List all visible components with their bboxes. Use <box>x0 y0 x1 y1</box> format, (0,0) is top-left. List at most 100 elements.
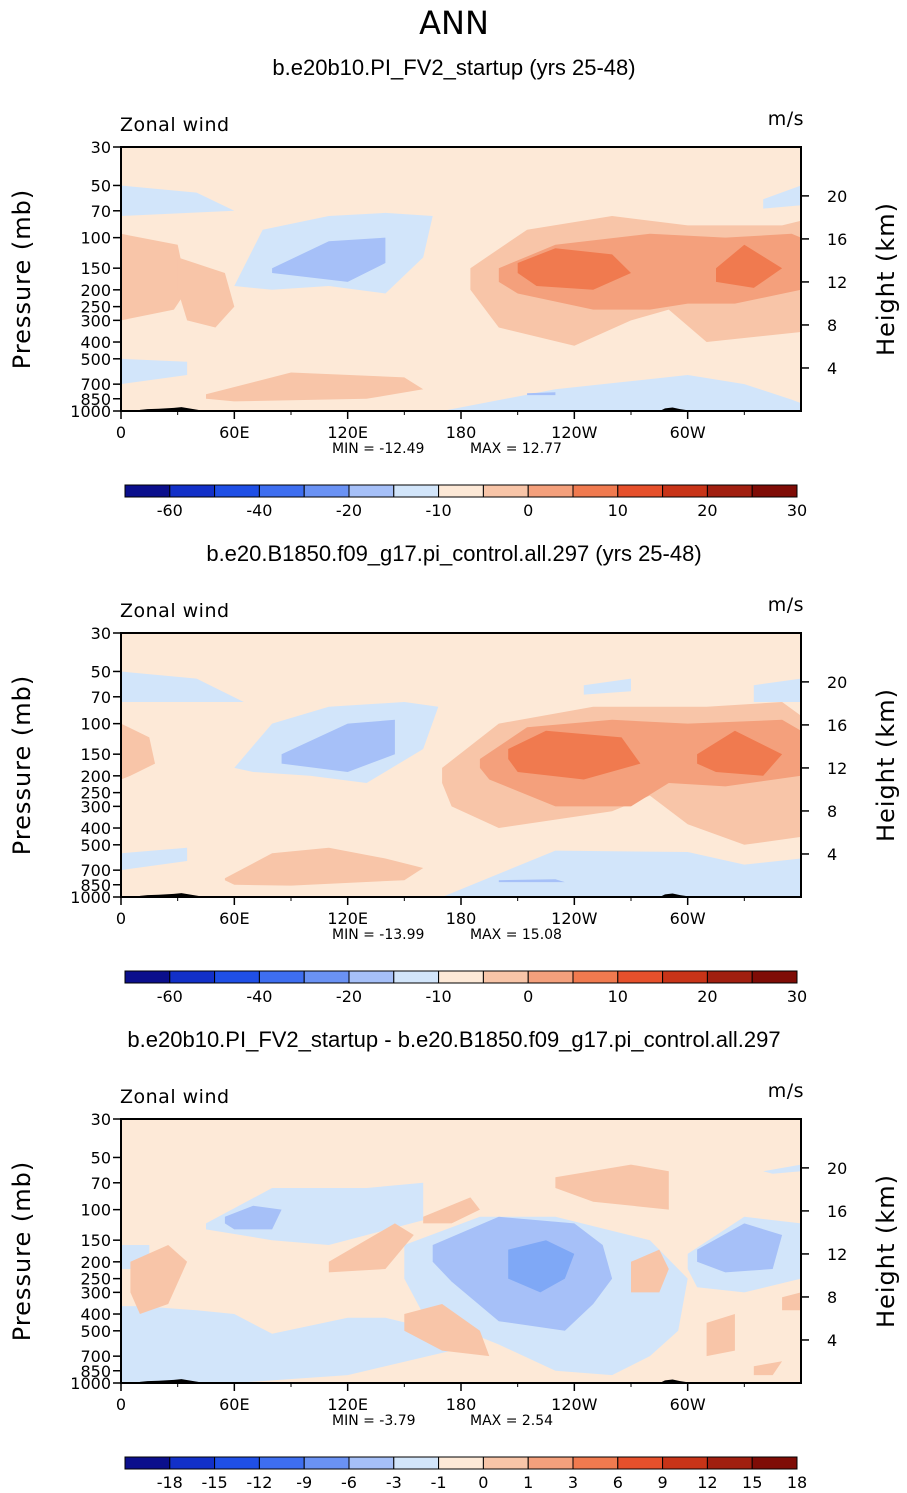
colorbar-label: -60 <box>157 987 183 1006</box>
colorbar-swatch <box>124 484 171 498</box>
colorbar-label: -40 <box>246 501 272 520</box>
height-tick-label: 20 <box>827 673 847 692</box>
colorbar-swatch <box>706 970 753 984</box>
colorbar-swatch <box>527 1456 574 1470</box>
variable-label: Zonal wind <box>120 600 230 622</box>
pressure-tick-label: 850 <box>80 390 111 409</box>
contour-region-pos1 <box>706 1314 735 1357</box>
pressure-tick-label: 400 <box>80 333 111 352</box>
pressure-tick-label: 70 <box>91 1174 111 1193</box>
height-tick-label: 4 <box>827 359 837 378</box>
pressure-tick-label: 30 <box>91 1110 111 1129</box>
height-tick-label: 8 <box>827 316 837 335</box>
contour-region-pos1 <box>130 1245 188 1314</box>
contour-fills <box>121 1164 801 1383</box>
colorbar-swatch <box>572 484 619 498</box>
colorbar-label: -10 <box>426 501 452 520</box>
colorbar-swatch <box>438 1456 484 1470</box>
longitude-tick-label: 60E <box>219 909 249 928</box>
contour-region-neg2 <box>498 879 565 883</box>
colorbar-label: 10 <box>608 501 628 520</box>
height-tick-label: 4 <box>827 845 837 864</box>
longitude-tick-label: 120W <box>551 909 598 928</box>
colorbar-swatch <box>572 1456 619 1470</box>
longitude-tick-label: 0 <box>116 1395 126 1414</box>
colorbar-label: 20 <box>697 501 717 520</box>
pressure-tick-label: 150 <box>80 259 111 278</box>
pressure-tick-label: 200 <box>80 281 111 300</box>
pressure-tick-label: 70 <box>91 688 111 707</box>
contour-region-pos1 <box>782 1292 801 1311</box>
colorbar-swatch <box>169 484 216 498</box>
colorbar-swatch <box>393 1456 440 1470</box>
pressure-tick-label: 700 <box>80 375 111 394</box>
height-tick-label: 16 <box>827 716 847 735</box>
pressure-tick-label: 300 <box>80 797 111 816</box>
colorbar-label: 6 <box>613 1473 623 1492</box>
max-value: MAX = 12.77 <box>470 441 562 457</box>
colorbar-swatch <box>214 970 260 984</box>
colorbar-swatch <box>169 970 216 984</box>
y-axis-title: Pressure (mb) <box>8 1161 36 1341</box>
y-axis-title: Pressure (mb) <box>8 189 36 369</box>
colorbar-swatch <box>482 970 529 984</box>
colorbar-swatch <box>751 970 798 984</box>
height-tick-label: 12 <box>827 1245 847 1264</box>
pressure-tick-label: 500 <box>80 1322 111 1341</box>
contour-region-pos1 <box>555 1164 669 1210</box>
colorbar-swatch <box>258 1456 305 1470</box>
colorbar-label: 0 <box>523 987 533 1006</box>
colorbar-label: 15 <box>742 1473 762 1492</box>
colorbar-swatch <box>303 484 350 498</box>
colorbar-swatch <box>214 484 260 498</box>
colorbar-swatch <box>617 484 664 498</box>
colorbar-label: -15 <box>202 1473 228 1492</box>
colorbar-swatch <box>348 970 395 984</box>
contour-region-neg1 <box>442 850 801 897</box>
longitude-tick-label: 60W <box>670 423 706 442</box>
pressure-tick-label: 850 <box>80 1362 111 1381</box>
min-value: MIN = -13.99 <box>332 927 424 943</box>
y-axis-title: Pressure (mb) <box>8 675 36 855</box>
contour-region-pos1 <box>631 1249 669 1293</box>
pressure-tick-label: 1000 <box>70 402 111 421</box>
contour-region-pos1 <box>423 1197 480 1224</box>
pressure-tick-label: 50 <box>91 1148 111 1167</box>
colorbar-label: -1 <box>431 1473 447 1492</box>
panel-1: b.e20b10.PI_FV2_startup (yrs 25-48) Zonal… <box>8 55 900 520</box>
contour-region-neg1 <box>442 375 801 411</box>
contour-region-neg1 <box>121 1306 452 1383</box>
height-tick-label: 8 <box>827 1288 837 1307</box>
height-tick-label: 16 <box>827 1202 847 1221</box>
longitude-tick-label: 60W <box>670 1395 706 1414</box>
pressure-tick-label: 150 <box>80 745 111 764</box>
max-value: MAX = 2.54 <box>470 1413 553 1429</box>
panel-title: b.e20.B1850.f09_g17.pi_control.all.297 (… <box>206 541 701 566</box>
height-tick-label: 8 <box>827 802 837 821</box>
colorbar-label: 20 <box>697 987 717 1006</box>
colorbar-swatch <box>617 1456 664 1470</box>
colorbar-swatch <box>706 484 753 498</box>
colorbar-swatch <box>393 970 440 984</box>
contour-fills <box>121 185 801 411</box>
contour-region-neg2 <box>224 1205 282 1230</box>
colorbar-swatch <box>751 484 798 498</box>
longitude-tick-label: 0 <box>116 423 126 442</box>
pressure-tick-label: 700 <box>80 1347 111 1366</box>
colorbar-swatch <box>393 484 440 498</box>
pressure-tick-label: 500 <box>80 350 111 369</box>
pressure-tick-label: 200 <box>80 767 111 786</box>
contour-region-neg1 <box>763 1164 801 1174</box>
height-tick-label: 4 <box>827 1331 837 1350</box>
pressure-tick-label: 100 <box>80 715 111 734</box>
contour-region-neg2 <box>527 392 556 396</box>
panel-title: b.e20b10.PI_FV2_startup (yrs 25-48) <box>272 55 635 80</box>
colorbar-label: 3 <box>568 1473 578 1492</box>
contour-region-neg1 <box>583 678 631 695</box>
colorbar-swatch <box>751 1456 798 1470</box>
colorbar-swatch <box>303 970 350 984</box>
longitude-tick-label: 60W <box>670 909 706 928</box>
pressure-tick-label: 30 <box>91 138 111 157</box>
colorbar-label: -20 <box>336 501 362 520</box>
